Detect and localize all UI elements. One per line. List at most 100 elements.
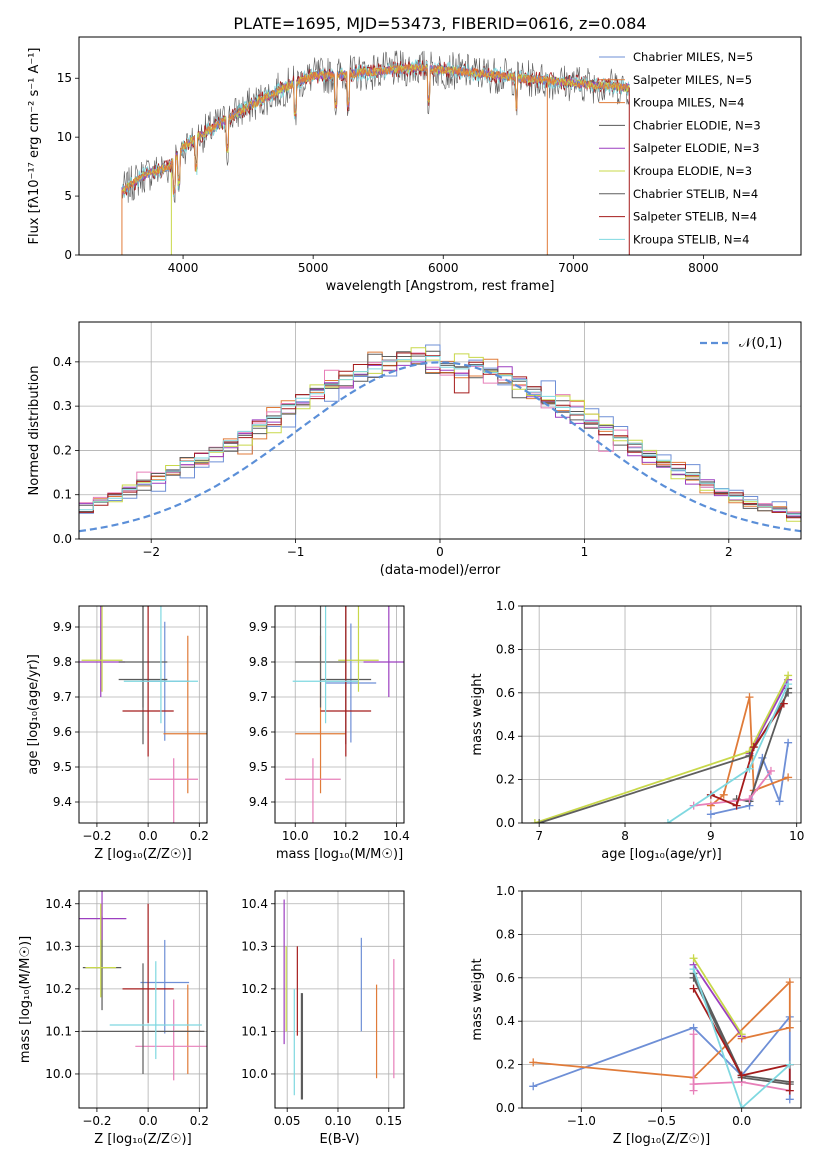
axes-frame	[521, 605, 802, 824]
weight-point-marker	[530, 819, 539, 823]
y-tick-label: 9.9	[53, 620, 72, 634]
axes-frame	[78, 605, 208, 824]
legend: 𝒩(0,1)	[700, 336, 782, 351]
y-tick-label: 0.8	[496, 927, 515, 941]
x-tick-label: 6000	[428, 261, 459, 275]
weight-point-marker	[732, 801, 741, 810]
x-tick-label: 10.2	[332, 829, 359, 843]
y-tick-label: 0.2	[496, 1058, 515, 1072]
y-tick-label: 9.5	[249, 760, 268, 774]
y-tick-label: 10.0	[241, 1067, 268, 1081]
legend-label: Chabrier ELODIE, N=3	[633, 118, 761, 132]
axes-frame	[78, 890, 208, 1109]
weight-point-marker	[689, 954, 698, 963]
axes-frame	[274, 605, 405, 824]
spectrum-line	[121, 63, 630, 195]
mass-vs-metallicity-panel: −0.2 0.0 0.2 10.0 10.1 10.2 10.3 10.4 Z [log₁₀(Z…	[18, 890, 209, 1147]
weight-point-marker	[663, 819, 672, 823]
weight-point-marker	[785, 978, 794, 987]
legend-label: Kroupa ELODIE, N=3	[633, 164, 752, 178]
x-tick-label: 10.4	[383, 829, 410, 843]
y-tick-label: 9.7	[249, 690, 268, 704]
weight-point-marker	[784, 688, 793, 697]
weight-point-marker	[689, 984, 698, 993]
weight-point-marker	[745, 693, 754, 702]
y-axis-label: Flux [fλ10⁻¹⁷ erg cm⁻² s⁻¹ A⁻¹]	[27, 48, 42, 245]
x-tick-label: −0.2	[82, 829, 111, 843]
residuals-panel: −2 −1 0 1 2 0.0 0.1 0.2 0.3 0.4 (data-model)/error…	[27, 321, 802, 578]
spectrum-panel: 4000 5000 6000 7000 8000 0 5 10 15 wavelength [An…	[27, 36, 802, 294]
y-tick-label: 15	[57, 71, 72, 85]
x-tick-label: −0.5	[647, 1114, 676, 1128]
histogram-series	[79, 356, 801, 520]
weight-series-line	[692, 964, 743, 1037]
y-axis-label: mass [log₁₀(M/M☉)]	[18, 936, 33, 1063]
y-tick-label: 0.6	[496, 971, 515, 985]
y-tick-label: 10.4	[45, 897, 72, 911]
weight-point-marker	[535, 819, 544, 823]
axes-frame	[78, 321, 802, 540]
axes-frame	[521, 890, 802, 1109]
weight-point-marker	[766, 766, 775, 775]
gaussian-curve	[78, 361, 802, 533]
x-tick-label: 7	[535, 829, 543, 843]
y-tick-label: 0.2	[496, 773, 515, 787]
weight-point-marker	[737, 1104, 746, 1108]
age-vs-mass-panel: 10.0 10.2 10.4 9.4 9.5 9.6 9.7 9.8 9.9 mass [log₁…	[249, 605, 410, 862]
figure-title: PLATE=1695, MJD=53473, FIBERID=0616, z=0…	[233, 14, 646, 33]
y-tick-label: 9.4	[249, 795, 268, 809]
x-tick-label: 0.0	[139, 1114, 158, 1128]
axes-frame	[78, 36, 802, 256]
x-tick-label: 5000	[298, 261, 329, 275]
y-axis-label: mass weight	[470, 958, 485, 1040]
histogram-series	[79, 350, 801, 520]
weight-point-marker	[785, 1086, 794, 1095]
y-tick-label: 0.0	[496, 1101, 515, 1115]
x-tick-label: 0.10	[325, 1114, 352, 1128]
x-tick-label: −2	[142, 545, 160, 559]
weight-point-marker	[719, 790, 728, 799]
weight-point-marker	[745, 795, 754, 804]
x-tick-label: −1.0	[567, 1114, 596, 1128]
weight-point-marker	[529, 1082, 538, 1091]
weight-point-marker	[785, 1060, 794, 1069]
weight-series-line	[692, 988, 791, 1091]
y-tick-label: 1.0	[496, 599, 515, 613]
x-tick-label: 8000	[688, 261, 719, 275]
x-axis-label: Z [log₁₀(Z/Z☉)]	[94, 1132, 191, 1147]
y-tick-label: 10.3	[241, 939, 268, 953]
histogram-series	[79, 352, 801, 520]
x-tick-label: 2	[725, 545, 733, 559]
y-axis-label: mass weight	[470, 673, 485, 755]
weight-series-line	[692, 968, 791, 1108]
y-tick-label: 9.8	[53, 655, 72, 669]
y-tick-label: 0	[64, 248, 72, 262]
histogram-series	[79, 353, 801, 520]
legend-label: Salpeter STELIB, N=4	[633, 210, 757, 224]
y-tick-label: 0.3	[53, 399, 72, 413]
weight-point-marker	[749, 743, 758, 752]
y-tick-label: 10.0	[45, 1067, 72, 1081]
y-tick-label: 0.4	[496, 729, 515, 743]
y-tick-label: 9.6	[249, 725, 268, 739]
axes-frame	[274, 890, 405, 1109]
y-axis-label: Normed distribution	[27, 366, 42, 496]
x-axis-label: age [log₁₀(age/yr)]	[601, 847, 722, 862]
weight-point-marker	[737, 1030, 746, 1039]
weight-series-line	[692, 957, 743, 1035]
weight-point-marker	[785, 1023, 794, 1032]
weight-point-marker	[784, 738, 793, 747]
y-tick-label: 9.9	[249, 620, 268, 634]
x-tick-label: 1	[581, 545, 589, 559]
y-tick-label: 9.5	[53, 760, 72, 774]
x-tick-label: 0.2	[190, 829, 209, 843]
y-tick-label: 10	[57, 130, 72, 144]
weight-point-marker	[775, 797, 784, 806]
x-axis-label: E(B-V)	[319, 1132, 359, 1147]
y-tick-label: 10.1	[241, 1024, 268, 1038]
weight-point-marker	[706, 810, 715, 819]
weight-point-marker	[689, 965, 698, 974]
legend-label: Chabrier MILES, N=5	[633, 50, 753, 64]
weight-point-marker	[745, 764, 754, 773]
y-tick-label: 0.8	[496, 642, 515, 656]
